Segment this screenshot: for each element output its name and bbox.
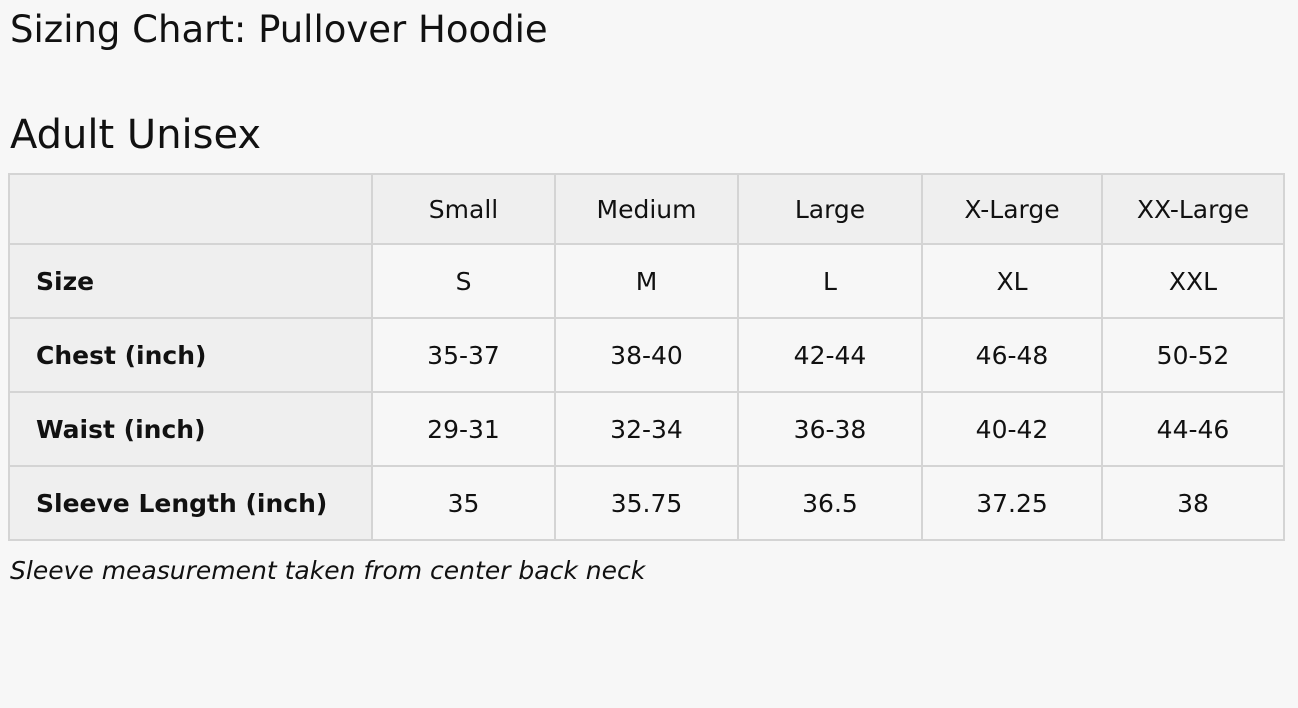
sizing-table: Small Medium Large X-Large XX-Large Size… bbox=[8, 173, 1285, 541]
table-header-row: Small Medium Large X-Large XX-Large bbox=[8, 173, 1285, 245]
table-cell: 37.25 bbox=[921, 465, 1103, 541]
row-header: Size bbox=[8, 243, 373, 319]
table-cell: 36-38 bbox=[737, 391, 923, 467]
table-cell: L bbox=[737, 243, 923, 319]
footnote: Sleeve measurement taken from center bac… bbox=[10, 556, 646, 585]
table-cell: S bbox=[371, 243, 556, 319]
table-cell: M bbox=[554, 243, 739, 319]
column-header: Large bbox=[737, 173, 923, 245]
table-row: Chest (inch) 35-37 38-40 42-44 46-48 50-52 bbox=[8, 317, 1285, 393]
table-cell: 35-37 bbox=[371, 317, 556, 393]
table-cell: 29-31 bbox=[371, 391, 556, 467]
column-header: Small bbox=[371, 173, 556, 245]
row-header: Waist (inch) bbox=[8, 391, 373, 467]
table-cell: 42-44 bbox=[737, 317, 923, 393]
row-header: Chest (inch) bbox=[8, 317, 373, 393]
table-cell: 35 bbox=[371, 465, 556, 541]
section-title: Adult Unisex bbox=[10, 112, 262, 158]
table-cell: 40-42 bbox=[921, 391, 1103, 467]
column-header: XX-Large bbox=[1101, 173, 1285, 245]
table-row: Size S M L XL XXL bbox=[8, 243, 1285, 319]
column-header: X-Large bbox=[921, 173, 1103, 245]
table-cell: 46-48 bbox=[921, 317, 1103, 393]
corner-cell bbox=[8, 173, 373, 245]
table-cell: 32-34 bbox=[554, 391, 739, 467]
table-cell: XXL bbox=[1101, 243, 1285, 319]
table-row: Sleeve Length (inch) 35 35.75 36.5 37.25 38 bbox=[8, 465, 1285, 541]
table-cell: XL bbox=[921, 243, 1103, 319]
page-title: Sizing Chart: Pullover Hoodie bbox=[10, 8, 548, 51]
table-cell: 50-52 bbox=[1101, 317, 1285, 393]
table-cell: 44-46 bbox=[1101, 391, 1285, 467]
table-cell: 35.75 bbox=[554, 465, 739, 541]
table-cell: 38 bbox=[1101, 465, 1285, 541]
table-cell: 36.5 bbox=[737, 465, 923, 541]
table-row: Waist (inch) 29-31 32-34 36-38 40-42 44-46 bbox=[8, 391, 1285, 467]
table-cell: 38-40 bbox=[554, 317, 739, 393]
column-header: Medium bbox=[554, 173, 739, 245]
row-header: Sleeve Length (inch) bbox=[8, 465, 373, 541]
